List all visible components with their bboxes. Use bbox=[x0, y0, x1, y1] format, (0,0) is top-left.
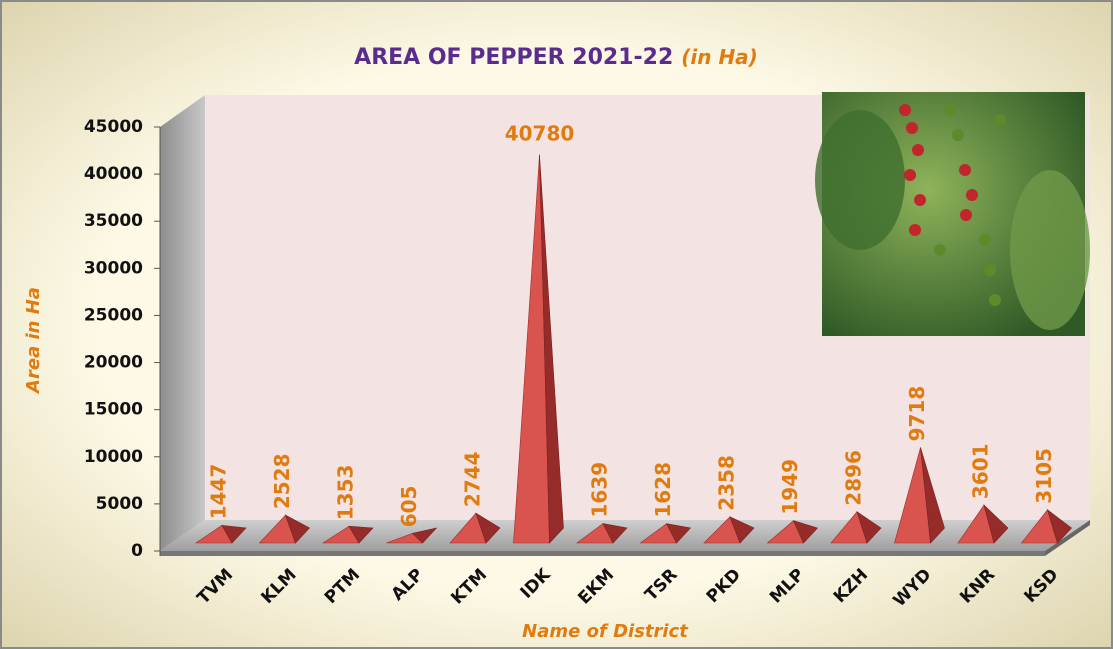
value-label: 1353 bbox=[334, 465, 358, 521]
y-tick-label: 15000 bbox=[84, 400, 143, 420]
value-label: 2528 bbox=[270, 454, 294, 510]
photo bbox=[815, 92, 1090, 336]
value-label: 1639 bbox=[588, 462, 612, 518]
y-tick-label: 45000 bbox=[84, 117, 143, 137]
y-tick-label: 20000 bbox=[84, 353, 143, 373]
chart-subtitle: (in Ha) bbox=[681, 45, 758, 69]
y-tick-label: 0 bbox=[131, 541, 143, 561]
chart-title-group: AREA OF PEPPER 2021-22 (in Ha) bbox=[354, 45, 758, 71]
value-label: 3105 bbox=[1032, 448, 1056, 504]
y-tick-label: 40000 bbox=[84, 164, 143, 184]
y-tick-label: 30000 bbox=[84, 258, 143, 278]
side-wall bbox=[160, 95, 205, 551]
y-axis-label: Area in Ha bbox=[23, 287, 44, 395]
value-label: 1628 bbox=[651, 462, 675, 518]
value-label: 40780 bbox=[505, 121, 575, 145]
y-tick-label: 25000 bbox=[84, 305, 143, 325]
value-label: 2896 bbox=[842, 450, 866, 506]
y-tick-label: 35000 bbox=[84, 211, 143, 231]
y-tick-label: 10000 bbox=[84, 447, 143, 467]
value-label: 9718 bbox=[905, 386, 929, 442]
value-label: 605 bbox=[397, 486, 421, 528]
value-label: 1447 bbox=[207, 464, 231, 520]
value-label: 1949 bbox=[778, 459, 802, 515]
floor-edge bbox=[160, 551, 1045, 556]
chart: AREA OF PEPPER 2021-22 (in Ha) Area in Ha… bbox=[0, 0, 1113, 649]
x-axis-label: Name of District bbox=[522, 621, 689, 642]
page: {"chart_data": {"type": "pyramid", "titl… bbox=[0, 0, 1113, 649]
value-label: 3601 bbox=[969, 443, 993, 499]
value-label: 2358 bbox=[715, 455, 739, 511]
value-label: 2744 bbox=[461, 451, 485, 507]
y-tick-label: 5000 bbox=[96, 494, 143, 514]
chart-title: AREA OF PEPPER 2021-22 bbox=[354, 45, 673, 70]
